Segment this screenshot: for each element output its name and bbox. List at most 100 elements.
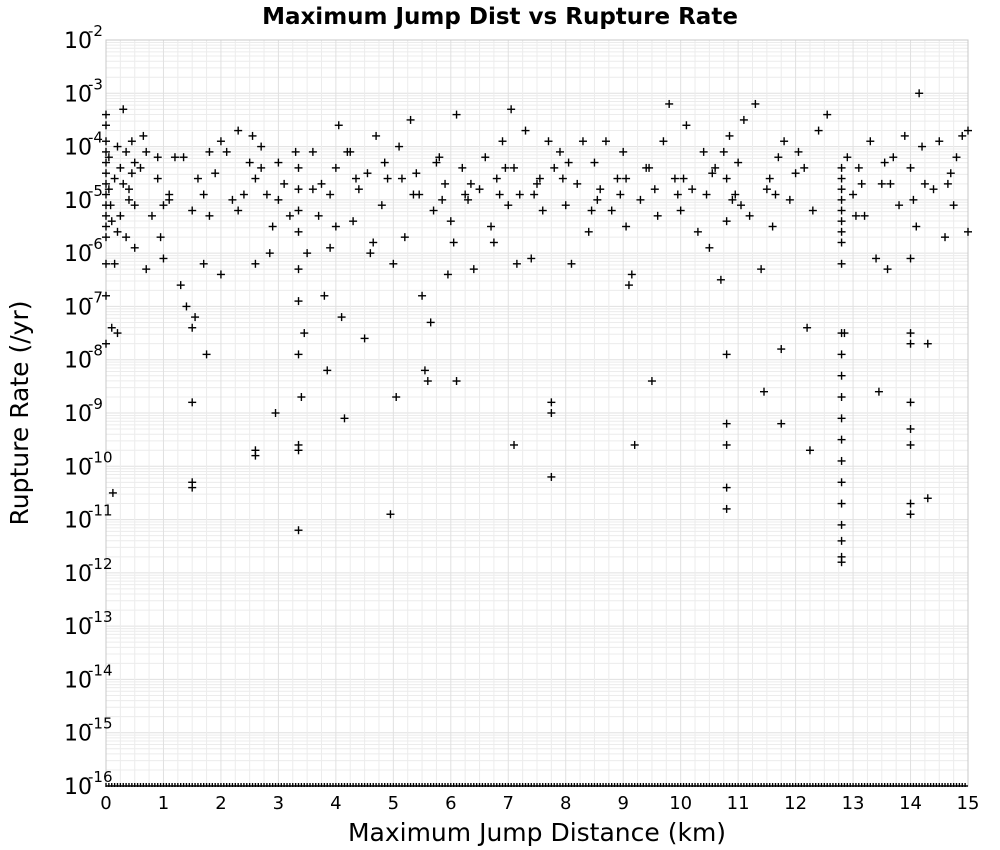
data-point: [596, 185, 605, 194]
data-point: [722, 419, 731, 428]
data-point: [774, 153, 783, 162]
data-point: [665, 99, 674, 108]
data-point: [636, 195, 645, 204]
data-point: [722, 350, 731, 359]
data-point: [765, 174, 774, 183]
y-tick-base: 10: [64, 136, 92, 161]
y-tick-exponent: -2: [88, 22, 103, 40]
data-point: [573, 179, 582, 188]
data-point: [349, 217, 358, 226]
y-tick-base: 10: [64, 349, 92, 374]
data-point: [386, 510, 395, 519]
data-point: [872, 254, 881, 263]
x-tick-label: 5: [388, 793, 399, 814]
data-point: [205, 147, 214, 156]
data-point: [340, 414, 349, 423]
data-point: [303, 249, 312, 258]
y-axis-label: Rupture Rate (/yr): [5, 301, 34, 526]
data-point: [837, 558, 846, 567]
data-point: [889, 153, 898, 162]
data-point: [874, 387, 883, 396]
data-point: [369, 238, 378, 247]
x-tick-label: 14: [899, 793, 922, 814]
data-point: [139, 131, 148, 140]
data-point: [130, 243, 139, 252]
data-point: [843, 153, 852, 162]
data-point: [113, 329, 122, 338]
y-tick-base: 10: [64, 615, 92, 640]
data-point: [449, 238, 458, 247]
data-point: [504, 201, 513, 210]
data-point: [102, 147, 110, 156]
data-point: [837, 206, 846, 215]
data-point: [722, 174, 731, 183]
x-tick-label: 11: [727, 793, 750, 814]
data-point: [673, 190, 682, 199]
data-point: [124, 185, 133, 194]
data-point: [108, 488, 117, 497]
data-point: [245, 158, 254, 167]
data-point: [228, 195, 237, 204]
data-point: [116, 211, 125, 220]
data-point: [443, 270, 452, 279]
data-point: [616, 190, 625, 199]
data-point: [946, 169, 955, 178]
data-point: [406, 115, 415, 124]
data-point: [943, 179, 952, 188]
data-point: [679, 174, 688, 183]
grid: [105, 39, 969, 787]
data-point: [147, 211, 156, 220]
y-tick-exponent: -14: [88, 661, 113, 679]
x-tick-label: 8: [560, 793, 571, 814]
data-point: [102, 259, 110, 268]
data-point: [142, 265, 151, 274]
data-point: [113, 142, 122, 151]
data-point: [423, 377, 432, 386]
chart-title: Maximum Jump Dist vs Rupture Rate: [262, 4, 738, 30]
data-point: [800, 163, 809, 172]
data-point: [627, 270, 636, 279]
data-point: [300, 329, 309, 338]
y-tick-base: 10: [64, 242, 92, 267]
data-point: [759, 387, 768, 396]
data-point: [527, 254, 536, 263]
data-point: [400, 233, 409, 242]
data-point: [205, 211, 214, 220]
data-point: [530, 190, 539, 199]
data-point: [837, 238, 846, 247]
data-point: [297, 393, 306, 402]
data-point: [935, 137, 944, 146]
data-point: [429, 206, 438, 215]
data-point: [122, 233, 131, 242]
data-point: [188, 323, 197, 332]
data-point: [102, 190, 110, 199]
data-point: [216, 270, 225, 279]
data-point: [837, 185, 846, 194]
data-point: [578, 137, 587, 146]
y-tick-exponent: -13: [88, 608, 113, 626]
data-point: [211, 169, 220, 178]
y-tick-base: 10: [64, 189, 92, 214]
data-point: [964, 227, 972, 236]
data-point: [915, 89, 924, 98]
data-point: [326, 243, 335, 252]
data-point: [814, 126, 823, 135]
y-tick-exponent: -7: [88, 288, 103, 306]
data-point: [412, 169, 421, 178]
data-point: [182, 302, 191, 311]
data-point: [458, 163, 467, 172]
data-point: [351, 174, 360, 183]
data-point: [708, 169, 717, 178]
x-tick-label: 12: [784, 793, 807, 814]
data-point: [188, 206, 197, 215]
data-point: [380, 158, 389, 167]
y-tick-exponent: -8: [88, 342, 103, 360]
data-point: [768, 222, 777, 231]
data-point: [564, 158, 573, 167]
data-point: [886, 179, 895, 188]
data-point: [110, 259, 119, 268]
data-point: [734, 158, 743, 167]
data-point: [877, 179, 886, 188]
x-tick-label: 13: [842, 793, 865, 814]
data-point: [699, 147, 708, 156]
